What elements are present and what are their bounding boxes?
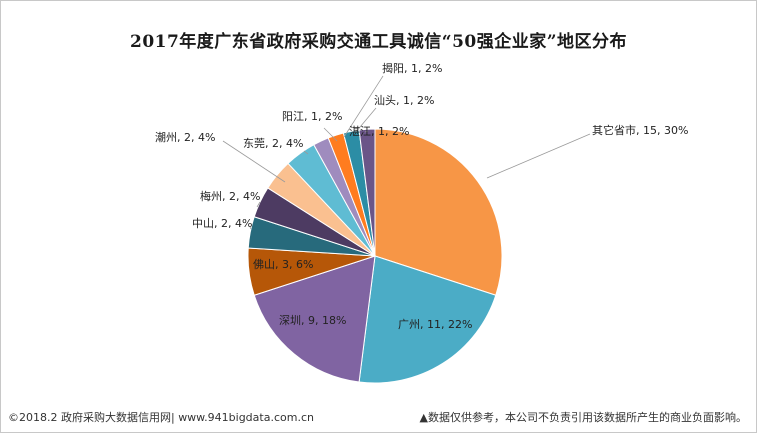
- data-label: 东莞, 2, 4%: [243, 137, 303, 150]
- footer-disclaimer: ▲数据仅供参考，本公司不负责引用该数据所产生的商业负面影响。: [419, 411, 747, 424]
- pie-slices: [247, 128, 503, 384]
- data-label: 佛山, 3, 6%: [253, 258, 313, 271]
- chart-title: 2017年度广东省政府采购交通工具诚信“50强企业家”地区分布: [129, 32, 628, 52]
- data-label: 中山, 2, 4%: [192, 217, 252, 230]
- leader-line: [249, 226, 252, 230]
- data-label: 汕头, 1, 2%: [374, 94, 434, 107]
- data-labels: 其它省市, 15, 30% 广州, 11, 22% 深圳, 9, 18% 佛山, 3,…: [155, 61, 688, 331]
- data-label: 其它省市, 15, 30%: [592, 123, 688, 137]
- pie-slice-1: [374, 128, 503, 296]
- leader-line: [256, 201, 261, 208]
- footer-source: ©2018.2 政府采购大数据信用网| www.941bigdata.com.c…: [8, 411, 314, 424]
- data-label: 湛江, 1, 2%: [349, 125, 409, 138]
- leader-lines: [222, 75, 591, 230]
- leader-line: [323, 127, 338, 142]
- leader-line: [354, 107, 377, 134]
- leader-line: [222, 140, 286, 183]
- data-label: 揭阳, 1, 2%: [382, 61, 442, 75]
- leader-line: [343, 75, 384, 138]
- leader-line: [303, 150, 309, 155]
- data-label: 梅州, 2, 4%: [200, 189, 260, 203]
- data-label: 广州, 11, 22%: [398, 318, 472, 331]
- pie-slice-3: [253, 255, 376, 383]
- data-label: 深圳, 9, 18%: [279, 314, 346, 327]
- data-label: 潮州, 2, 4%: [155, 130, 215, 144]
- leader-line: [364, 130, 369, 133]
- pie-slice-2: [358, 255, 497, 384]
- leader-line: [486, 133, 591, 179]
- data-label: 阳江, 1, 2%: [282, 110, 342, 123]
- pie-slice-12: [358, 128, 376, 257]
